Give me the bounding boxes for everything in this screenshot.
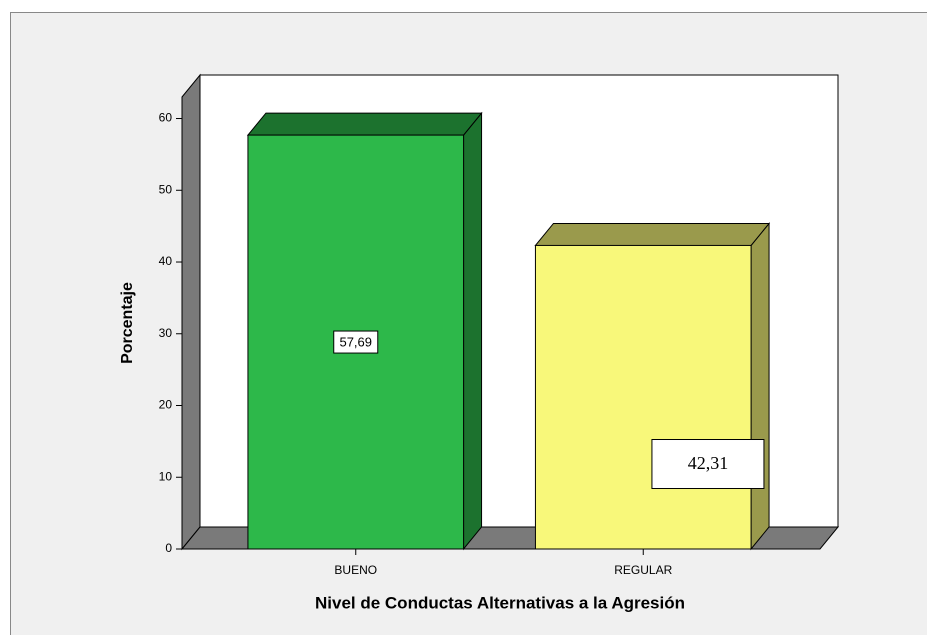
x-axis-title: Nivel de Conductas Alternativas a la Agr… [315, 593, 685, 612]
y-tick-label: 60 [159, 111, 173, 125]
value-label-box [651, 439, 765, 490]
value-label: 57,69 [339, 334, 372, 349]
left-wall [181, 73, 201, 551]
bar-top [534, 222, 771, 246]
x-tick-label: REGULAR [614, 563, 672, 577]
y-tick-label: 10 [159, 469, 173, 483]
bar [534, 244, 752, 550]
y-tick-label: 20 [159, 398, 173, 412]
y-axis-title: Porcentaje [119, 282, 136, 364]
bar-top [246, 112, 483, 136]
y-tick-label: 0 [165, 541, 172, 555]
x-tick-label: BUENO [334, 563, 377, 577]
value-label-box [333, 330, 379, 354]
bar-side [463, 111, 483, 551]
value-label: 42,31 [688, 453, 729, 473]
bar-side [750, 222, 770, 551]
y-tick-label: 50 [159, 182, 173, 196]
y-tick-label: 40 [159, 254, 173, 268]
y-tick-label: 30 [159, 326, 173, 340]
